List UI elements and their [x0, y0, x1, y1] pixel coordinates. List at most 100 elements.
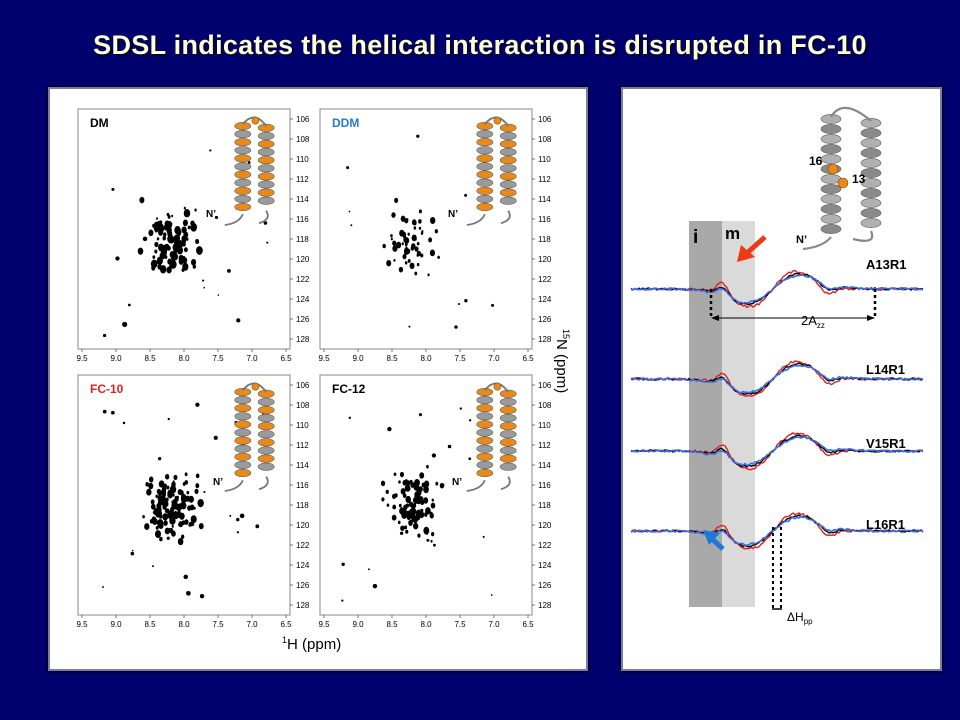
x-tick-label: 7.0 [246, 620, 258, 629]
x-tick-label: 9.0 [110, 354, 122, 363]
protein-structure-image [224, 116, 275, 226]
y-tick-label: 106 [538, 381, 552, 390]
y-tick-label: 112 [296, 441, 309, 450]
y-tick-label: 110 [538, 155, 551, 164]
y-tick-label: 116 [538, 481, 551, 490]
trace-label-a13r1: A13R1 [866, 257, 906, 272]
y-tick-label: 128 [538, 601, 552, 610]
x-tick-label: 8.5 [144, 354, 156, 363]
x-tick-label: 6.5 [522, 354, 534, 363]
site-label-16: 16 [809, 154, 823, 168]
y-tick-label: 118 [538, 235, 551, 244]
y-tick-label: 112 [296, 175, 309, 184]
x-tick-label: 6.5 [280, 354, 292, 363]
x-tick-label: 9.0 [352, 354, 364, 363]
x-tick-label: 8.5 [144, 620, 156, 629]
y-tick-label: 108 [538, 135, 552, 144]
protein-structure-image [802, 106, 882, 251]
spectrum-label-ddm: DDM [332, 116, 359, 130]
y-tick-label: 114 [538, 195, 551, 204]
x-tick-label: 7.5 [212, 354, 224, 363]
y-tick-label: 126 [538, 315, 552, 324]
y-tick-label: 106 [296, 381, 310, 390]
blue-arrow [703, 530, 725, 551]
epr-traces [630, 269, 924, 550]
x-tick-label: 8.0 [420, 620, 432, 629]
x-tick-label: 6.5 [280, 620, 292, 629]
azz-label: 2Azz [801, 313, 825, 330]
slide-title: SDSL indicates the helical interaction i… [93, 30, 867, 60]
x-tick-label: 7.0 [488, 620, 500, 629]
site-label-13: 13 [852, 172, 866, 186]
nmr-axes: 9.5 9.0 8.5 8.0 7.5 7.0 6.5 106 108 110 112 114 116 1… [76, 115, 551, 629]
x-tick-label: 7.0 [246, 354, 258, 363]
nmr-peaks-fc10 [102, 402, 264, 599]
y-tick-label: 110 [538, 421, 551, 430]
x-tick-label: 7.5 [212, 620, 224, 629]
y-tick-label: 116 [296, 215, 309, 224]
x-tick-label: 9.0 [352, 620, 364, 629]
y-tick-label: 112 [538, 441, 551, 450]
y-tick-label: 122 [538, 275, 552, 284]
y-tick-label: 120 [296, 521, 310, 530]
n-terminus-label: N’ [206, 209, 216, 220]
y-tick-label: 110 [296, 421, 309, 430]
trace-label-v15r1: V15R1 [866, 436, 906, 451]
trace-label-l14r1: L14R1 [866, 362, 905, 377]
x-tick-label: 9.0 [110, 620, 122, 629]
nmr-peaks-dm [102, 143, 269, 338]
y-tick-label: 108 [296, 135, 310, 144]
x-tick-label: 6.5 [522, 620, 534, 629]
y-tick-label: 112 [538, 175, 551, 184]
x-tick-label: 8.0 [178, 620, 190, 629]
n-terminus-label: N’ [213, 477, 223, 488]
hpp-annotation: ΔHpp [772, 527, 813, 626]
y-tick-label: 106 [538, 115, 552, 124]
mobile-region-band [722, 221, 755, 607]
protein-structure-image [466, 382, 517, 492]
immobile-region-band [689, 221, 722, 607]
y-tick-label: 120 [538, 521, 552, 530]
y-tick-label: 126 [296, 315, 310, 324]
y-tick-label: 114 [296, 461, 309, 470]
nmr-peaks-ddm [346, 134, 495, 329]
y-tick-label: 108 [296, 401, 310, 410]
x-tick-label: 8.0 [420, 354, 432, 363]
n-terminus-label: N’ [452, 477, 462, 488]
immobile-region-label: i [693, 227, 698, 248]
x-axis-label: 1H (ppm) [282, 635, 341, 653]
y-tick-label: 118 [538, 501, 551, 510]
y-tick-label: 118 [296, 501, 309, 510]
y-tick-label: 122 [296, 275, 310, 284]
y-axis-label: 15N (ppm) [553, 329, 571, 393]
y-tick-label: 124 [296, 561, 310, 570]
x-tick-label: 7.5 [454, 620, 466, 629]
y-tick-label: 110 [296, 155, 309, 164]
epr-spectra-figure: i m 16 13 N’ A13R1 L14R1 V15R1 L16R1 2Az… [630, 106, 924, 626]
y-tick-label: 116 [296, 481, 309, 490]
y-tick-label: 126 [538, 581, 552, 590]
protein-structure-image [466, 116, 517, 226]
x-tick-label: 8.0 [178, 354, 190, 363]
x-tick-label: 8.5 [386, 620, 398, 629]
y-tick-label: 114 [296, 195, 309, 204]
red-arrow [737, 235, 767, 262]
x-tick-label: 9.5 [318, 354, 330, 363]
trace-label-l16r1: L16R1 [866, 517, 905, 532]
y-tick-label: 128 [538, 335, 552, 344]
mobile-region-label: m [725, 224, 740, 243]
y-tick-label: 128 [296, 335, 310, 344]
y-tick-label: 114 [538, 461, 551, 470]
y-tick-label: 128 [296, 601, 310, 610]
y-tick-label: 120 [296, 255, 310, 264]
y-tick-label: 122 [296, 541, 310, 550]
nmr-spectra-panel: DM DDM FC-10 FC-12 N’ N’ N’ N’ 9.5 9.0 8.5… [48, 87, 588, 671]
spectrum-label-fc10: FC-10 [90, 382, 124, 396]
y-tick-label: 122 [538, 541, 552, 550]
azz-annotation: 2Azz [709, 289, 877, 330]
spectrum-label-fc12: FC-12 [332, 382, 366, 396]
x-tick-label: 7.5 [454, 354, 466, 363]
epr-spectra-panel: i m 16 13 N’ A13R1 L14R1 V15R1 L16R1 2Az… [621, 87, 942, 671]
nmr-spectra-figure: DM DDM FC-10 FC-12 N’ N’ N’ N’ 9.5 9.0 8.5… [76, 108, 571, 653]
n-terminus-label: N’ [448, 209, 458, 220]
